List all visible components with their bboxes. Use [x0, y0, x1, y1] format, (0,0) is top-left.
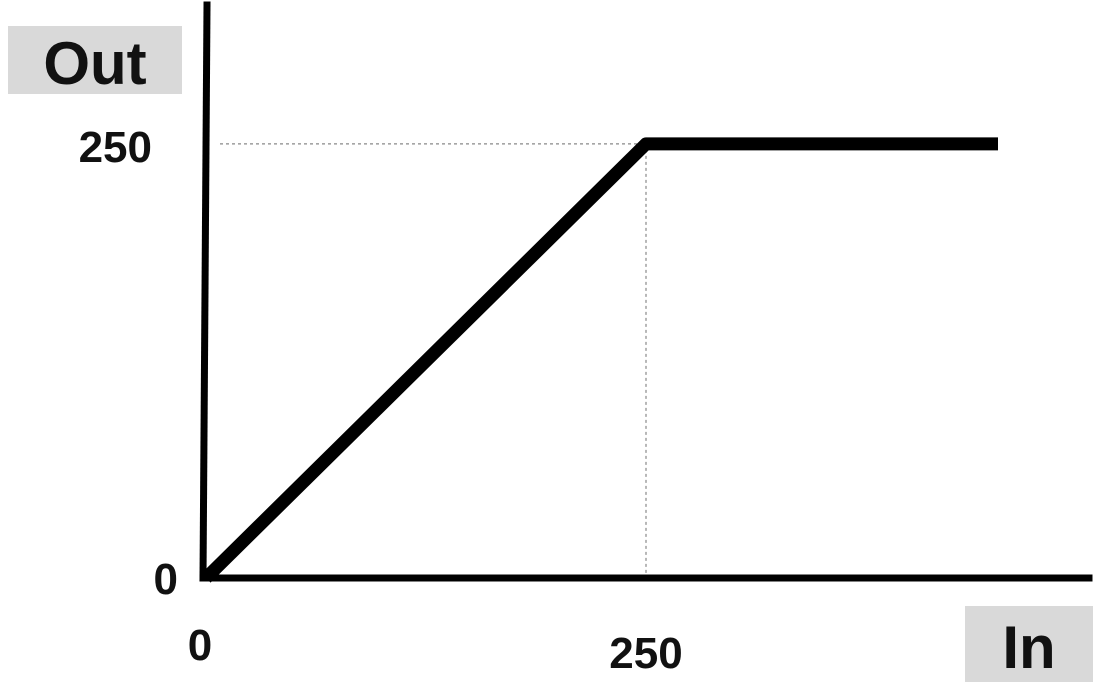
x-axis-title-box [965, 606, 1093, 682]
y-tick-label-0: 0 [154, 555, 178, 604]
y-tick-label-250: 250 [79, 123, 152, 172]
x-axis-title: In [1002, 614, 1055, 681]
y-axis-title: Out [43, 30, 146, 97]
y-axis-line [199, 1, 211, 582]
x-tick-label-0: 0 [188, 621, 212, 670]
x-tick-label-250: 250 [609, 629, 682, 678]
y-axis-title-box [8, 26, 182, 94]
series-line [201, 137, 998, 583]
